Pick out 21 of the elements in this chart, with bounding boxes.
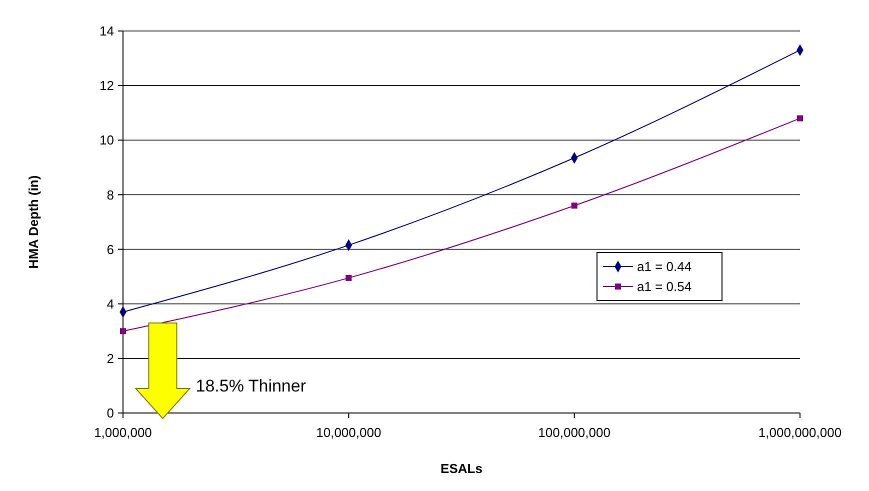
annotation: 18.5% Thinner [196, 376, 306, 396]
y-tick-label: 10 [100, 132, 114, 148]
y-tick-label: 2 [106, 350, 114, 366]
x-tick-label: 10,000,000 [316, 425, 382, 440]
point [797, 115, 803, 122]
legend-label: a1 = 0.44 [637, 259, 692, 274]
y-tick-label: 4 [106, 296, 114, 312]
x-tick-label: 100,000,000 [538, 425, 610, 440]
y-tick-label: 6 [106, 242, 114, 257]
point [346, 274, 352, 281]
y-tick-label: 14 [100, 24, 114, 39]
y-tick-label: 8 [106, 187, 114, 202]
point [120, 328, 126, 334]
point [571, 202, 578, 209]
y-tick-label: 0 [106, 406, 114, 421]
x-axis-title: ESALs [440, 461, 482, 476]
x-tick-label: 1,000,000 [94, 425, 152, 440]
y-tick-label: 12 [100, 78, 114, 94]
x-tick-label: 1,000,000,000 [758, 425, 842, 440]
y-axis-title: HMA Depth (in) [26, 175, 41, 269]
legend-label: a1 = 0.54 [637, 279, 692, 294]
